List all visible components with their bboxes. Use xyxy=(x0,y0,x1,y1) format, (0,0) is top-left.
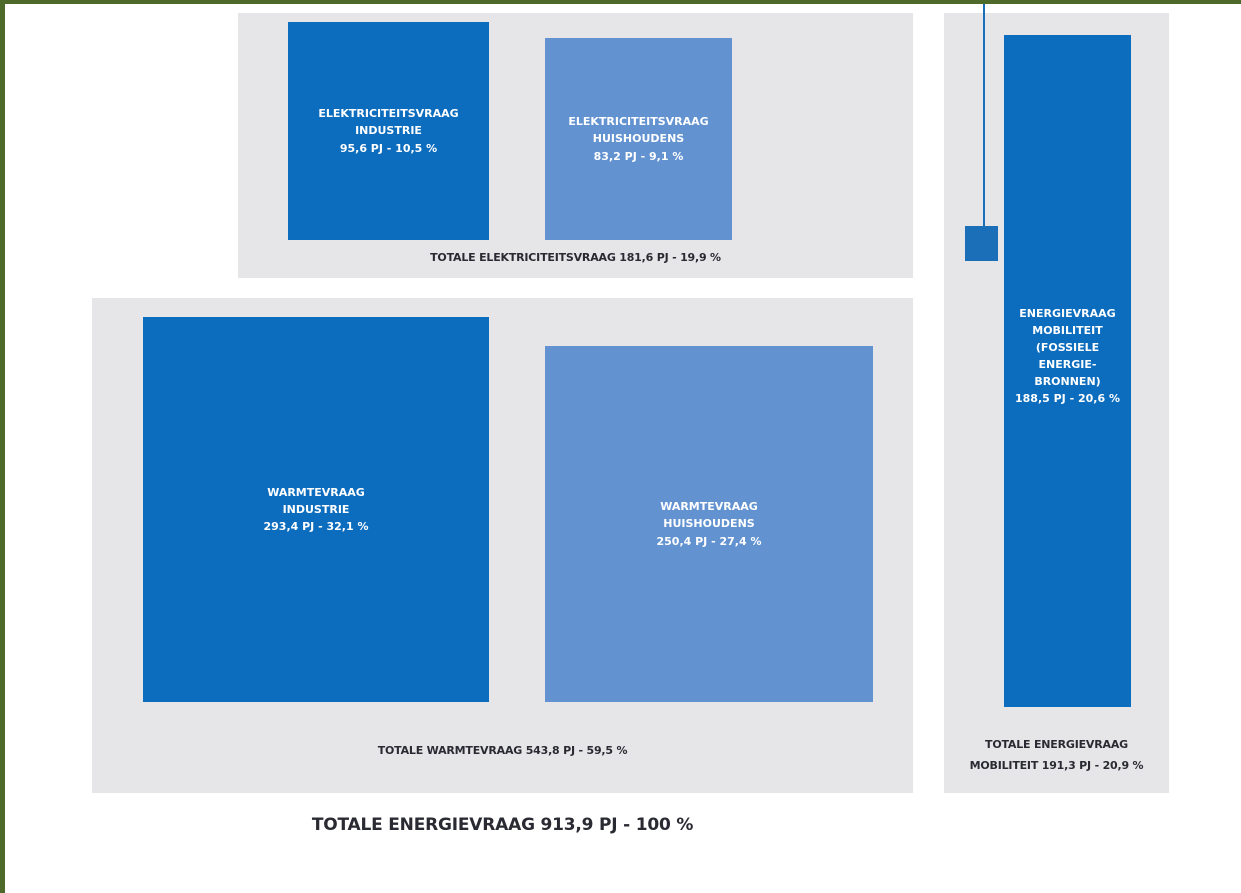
electricity-households-title: ELEKTRICITEITSVRAAG xyxy=(568,115,709,129)
mobility-connector-line xyxy=(983,4,985,226)
electricity-households-subtitle: HUISHOUDENS xyxy=(592,132,685,146)
heat-total-caption: TOTALE WARMTEVRAAG 543,8 PJ - 59,5 % xyxy=(377,744,628,757)
electricity-industry-title: ELEKTRICITEITSVRAAG xyxy=(318,107,459,121)
heat-industry-value: 293,4 PJ - 32,1 % xyxy=(263,520,369,534)
electricity-industry-value: 95,6 PJ - 10,5 % xyxy=(339,141,438,155)
heat-households-value: 250,4 PJ - 27,4 % xyxy=(656,534,762,548)
grand-total-caption: TOTALE ENERGIEVRAAG 913,9 PJ - 100 % xyxy=(311,815,694,835)
heat-households-box: WARMTEVRAAG HUISHOUDENS 250,4 PJ - 27,4 … xyxy=(545,346,873,702)
mobility-total-caption: TOTALE ENERGIEVRAAG MOBILITEIT 191,3 PJ … xyxy=(944,735,1169,777)
mobility-small-square xyxy=(965,226,998,261)
heat-industry-box: WARMTEVRAAG INDUSTRIE 293,4 PJ - 32,1 % xyxy=(143,317,489,702)
heat-households-subtitle: HUISHOUDENS xyxy=(663,517,755,531)
mobility-total-line2: MOBILITEIT 191,3 PJ - 20,9 % xyxy=(969,758,1144,772)
heat-industry-title: WARMTEVRAAG xyxy=(267,485,365,499)
mobility-fossil-box: ENERGIEVRAAG MOBILITEIT (FOSSIELE ENERGI… xyxy=(1004,35,1131,707)
mobility-fossil-line5: BRONNEN) xyxy=(1034,375,1101,389)
heat-households-title: WARMTEVRAAG xyxy=(660,500,758,514)
electricity-industry-subtitle: INDUSTRIE xyxy=(355,124,422,138)
electricity-industry-box: ELEKTRICITEITSVRAAG INDUSTRIE 95,6 PJ - … xyxy=(288,22,489,240)
mobility-fossil-line4: ENERGIE- xyxy=(1038,358,1097,372)
mobility-fossil-line1: ENERGIEVRAAG xyxy=(1019,307,1116,320)
heat-industry-subtitle: INDUSTRIE xyxy=(282,502,350,516)
mobility-fossil-line2: MOBILITEIT xyxy=(1032,324,1103,338)
mobility-total-line1: TOTALE ENERGIEVRAAG xyxy=(985,738,1128,751)
electricity-households-value: 83,2 PJ - 9,1 % xyxy=(593,149,684,163)
electricity-total-caption: TOTALE ELEKTRICITEITSVRAAG 181,6 PJ - 19… xyxy=(430,251,721,264)
mobility-fossil-line3: (FOSSIELE xyxy=(1035,341,1100,355)
mobility-fossil-value: 188,5 PJ - 20,6 % xyxy=(1015,392,1120,406)
electricity-households-box: ELEKTRICITEITSVRAAG HUISHOUDENS 83,2 PJ … xyxy=(545,38,732,240)
